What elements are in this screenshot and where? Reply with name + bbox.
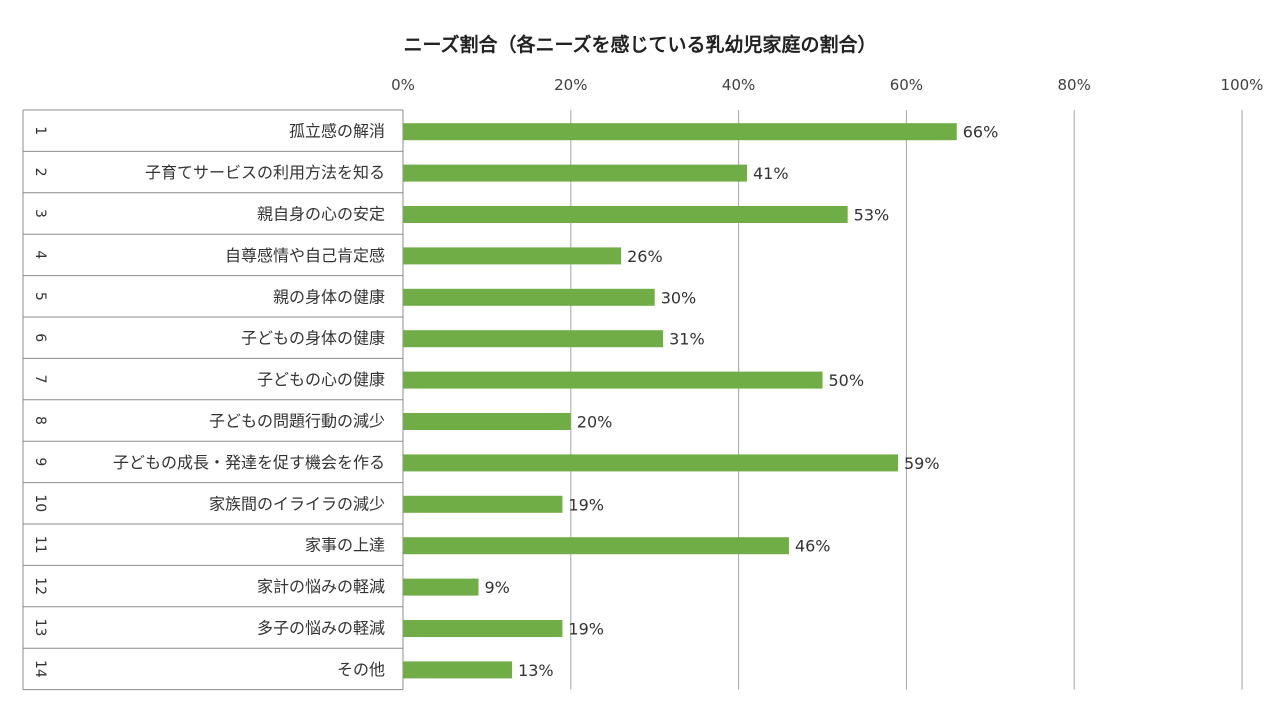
data-label: 26% <box>627 247 663 266</box>
category-label: 親の身体の健康 <box>273 287 385 306</box>
x-tick-label: 60% <box>890 76 923 94</box>
row-number: 11 <box>32 536 48 554</box>
data-labels: 66% 41% 53% 26% 30% 31% 50% 20% 59% 19% 46% 9% 19% 13… <box>485 123 999 680</box>
category-label: 親自身の心の安定 <box>257 205 385 224</box>
row-number: 4 <box>32 250 48 259</box>
chart-title: ニーズ割合（各ニーズを感じている乳幼児家庭の割合） <box>403 33 876 56</box>
row-number: 9 <box>32 457 48 466</box>
row-number: 6 <box>32 333 48 342</box>
x-tick-label: 0% <box>391 76 415 94</box>
bar <box>403 247 622 265</box>
row-number: 1 <box>32 126 48 135</box>
bar <box>403 330 664 348</box>
bar <box>403 661 513 679</box>
bar <box>403 537 789 555</box>
bar <box>403 578 479 596</box>
data-label: 41% <box>753 164 789 183</box>
bar <box>403 413 571 430</box>
bar <box>403 288 655 306</box>
data-label: 31% <box>669 330 705 349</box>
bar <box>403 123 957 141</box>
row-number: 12 <box>32 577 48 595</box>
x-tick-label: 40% <box>722 76 755 94</box>
data-label: 13% <box>518 661 554 680</box>
row-number: 8 <box>32 416 48 425</box>
row-number: 10 <box>32 494 48 512</box>
row-number: 7 <box>32 375 48 384</box>
row-number: 13 <box>32 619 48 637</box>
category-label: 子どもの心の健康 <box>257 370 385 389</box>
bar <box>403 371 823 389</box>
bars <box>403 123 957 679</box>
category-label: 家計の悩みの軽減 <box>257 577 385 596</box>
category-label: 多子の悩みの軽減 <box>257 619 385 638</box>
data-label: 53% <box>854 206 890 225</box>
category-label: 子どもの身体の健康 <box>241 329 385 348</box>
row-number: 14 <box>32 660 48 678</box>
bar <box>403 454 899 472</box>
bar <box>403 164 747 182</box>
row-number: 2 <box>32 168 48 177</box>
data-label: 46% <box>795 537 831 556</box>
data-label: 50% <box>829 371 865 390</box>
category-label: 孤立感の解消 <box>289 122 385 141</box>
category-label: 子育てサービスの利用方法を知る <box>145 163 385 182</box>
bar <box>403 620 563 637</box>
data-label: 59% <box>904 454 940 473</box>
category-label: 子どもの成長・発達を促す機会を作る <box>113 453 385 472</box>
row-number: 5 <box>32 292 48 301</box>
bar <box>403 495 563 513</box>
x-tick-label: 20% <box>554 76 587 94</box>
x-tick-label: 100% <box>1221 76 1264 94</box>
x-tick-label: 80% <box>1058 76 1091 94</box>
category-label: 自尊感情や自己肯定感 <box>225 246 385 265</box>
data-label: 30% <box>661 288 697 307</box>
x-axis-ticks: 0% 20% 40% 60% 80% 100% <box>391 76 1263 94</box>
gridlines <box>570 110 1243 690</box>
data-label: 19% <box>568 495 604 514</box>
data-label: 66% <box>963 123 999 142</box>
row-number: 3 <box>32 209 48 218</box>
data-label: 9% <box>485 578 510 597</box>
category-label: その他 <box>337 660 385 679</box>
category-label: 家事の上達 <box>305 536 385 555</box>
bar <box>403 206 848 223</box>
category-table: 1 孤立感の解消 2 子育てサービスの利用方法を知る 3 親自身の心の安定 4 自尊感情や自己… <box>22 109 404 691</box>
category-label: 子どもの問題行動の減少 <box>209 412 385 431</box>
data-label: 20% <box>577 413 613 432</box>
data-label: 19% <box>568 620 604 639</box>
category-label: 家族間のイライラの減少 <box>209 494 385 513</box>
